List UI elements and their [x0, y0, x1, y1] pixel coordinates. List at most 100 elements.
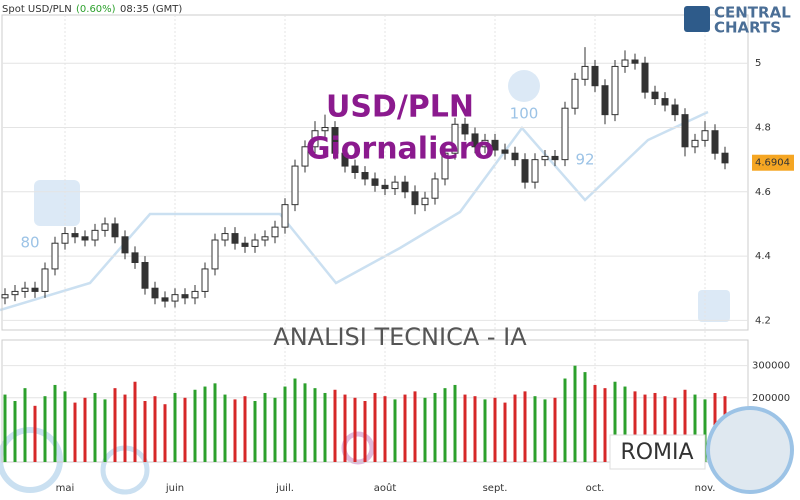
candle-body: [471, 133, 479, 148]
volume-bar: [173, 392, 177, 462]
volume-bar: [653, 392, 657, 462]
candle-body: [531, 159, 539, 183]
candle-body: [51, 242, 59, 270]
candle-body: [291, 165, 299, 206]
volume-bar: [553, 397, 557, 462]
volume-bar: [433, 392, 437, 462]
volume-bar: [33, 405, 37, 462]
candle-body: [11, 290, 19, 296]
candle-body: [411, 191, 419, 206]
volume-bar: [53, 384, 57, 462]
annotation: 100: [510, 105, 539, 123]
volume-bar: [463, 394, 467, 462]
volume-bar: [493, 397, 497, 462]
badge: [609, 434, 706, 470]
candle-body: [301, 146, 309, 167]
volume-bar: [683, 389, 687, 462]
candle-body: [681, 114, 689, 148]
candle-body: [361, 172, 369, 180]
candle-body: [261, 236, 269, 241]
candle-body: [231, 233, 239, 244]
volume-bar: [533, 396, 537, 462]
candle-body: [111, 223, 119, 238]
volume-bar: [73, 402, 77, 462]
volume-bar: [263, 392, 267, 462]
volume-bar: [253, 401, 257, 462]
candle-body: [561, 107, 569, 161]
candle-body: [251, 239, 259, 247]
candle-body: [191, 290, 199, 299]
volume-bar: [233, 399, 237, 462]
volume-bar: [413, 391, 417, 462]
volume-bar: [373, 392, 377, 462]
decorations: [0, 70, 730, 495]
candle-body: [571, 78, 579, 109]
volume-bar: [603, 388, 607, 462]
candle-body: [311, 130, 319, 148]
candle-body: [351, 165, 359, 173]
x-tick-label: nov.: [695, 483, 716, 494]
y-tick-label: 4.8: [755, 123, 771, 134]
candle-body: [481, 139, 489, 148]
volume-bar: [523, 391, 527, 462]
volume-bar: [483, 399, 487, 462]
candle-body: [491, 139, 499, 151]
candle-body: [181, 294, 189, 299]
y-tick-label: 5: [755, 58, 761, 69]
candle-body: [31, 287, 39, 292]
volume-bar: [303, 383, 307, 462]
volume-bar: [113, 388, 117, 462]
candle-body: [171, 294, 179, 302]
annotation: 80: [20, 234, 39, 252]
volume-bar: [183, 397, 187, 462]
icon: [0, 427, 63, 493]
volume-bar: [3, 394, 7, 462]
x-tick-label: sept.: [483, 483, 508, 494]
symbol: Spot USD/PLN: [2, 4, 72, 15]
candle-body: [511, 152, 519, 161]
x-tick-label: août: [374, 482, 397, 494]
candle-body: [621, 59, 629, 67]
volume-bar: [23, 388, 27, 462]
y-tick-label: 4.2: [755, 315, 771, 326]
volume-bar: [673, 397, 677, 462]
volume-bar: [363, 401, 367, 462]
candle-body: [91, 229, 99, 241]
volume-bar: [153, 396, 157, 462]
volume-bar: [453, 384, 457, 462]
volume-bar: [593, 384, 597, 462]
annotation: ANALISI TECNICA - IA: [273, 323, 527, 351]
x-tick-label: juil.: [275, 483, 294, 494]
chart-subtitle: Giornaliero: [306, 132, 494, 167]
candle-body: [401, 181, 409, 193]
volume-bar: [13, 401, 17, 462]
candle-body: [151, 287, 159, 299]
volume-bar: [333, 389, 337, 462]
candle-body: [391, 181, 399, 190]
last-price-box: [752, 154, 794, 171]
icon: [508, 70, 540, 102]
candle-body: [501, 149, 509, 154]
candle-body: [591, 65, 599, 87]
price-panel: [1, 14, 749, 331]
candle-body: [651, 91, 659, 100]
volume-bar: [103, 399, 107, 462]
volume-bar: [273, 397, 277, 462]
candle-body: [551, 155, 559, 161]
volume-bar: [643, 394, 647, 462]
volume-bar: [213, 383, 217, 462]
volume-bar: [423, 397, 427, 462]
volume-bar: [203, 386, 207, 462]
volume-bar: [583, 372, 587, 462]
volume-bar: [163, 404, 167, 462]
volume-bar: [63, 391, 67, 462]
candle-body: [41, 268, 49, 292]
volume-bar: [403, 394, 407, 462]
change: (0.60%): [76, 4, 116, 15]
candle-body: [541, 155, 549, 161]
candle-body: [711, 130, 719, 154]
candle-body: [1, 294, 9, 299]
candle-body: [331, 127, 339, 154]
x-tick-label: oct.: [586, 483, 605, 494]
